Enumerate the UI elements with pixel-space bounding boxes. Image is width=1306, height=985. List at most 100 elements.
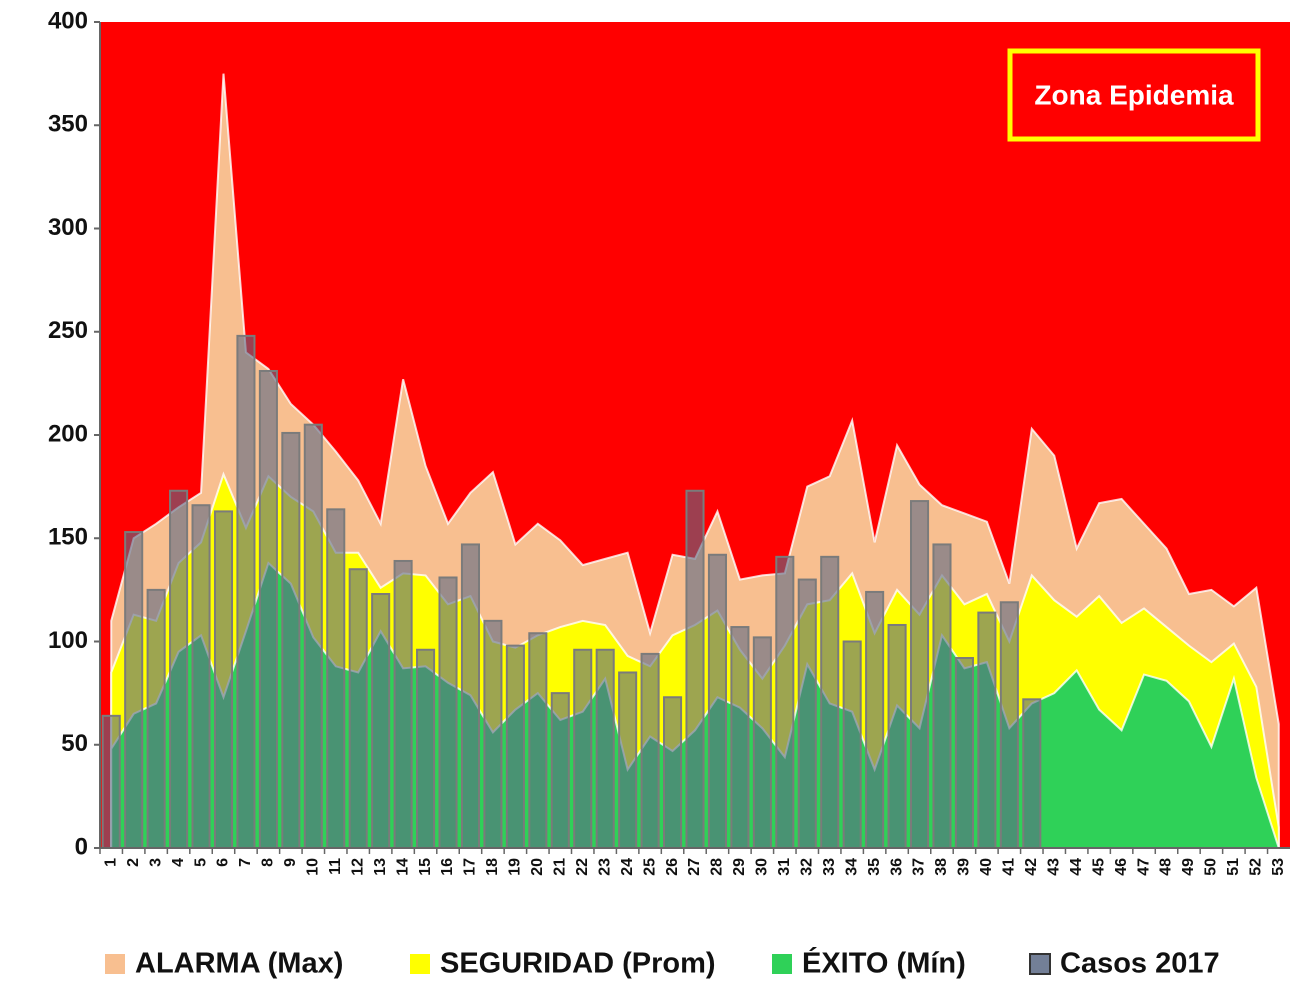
bar	[618, 671, 638, 849]
x-tick-label: 1	[102, 858, 119, 867]
x-tick-label: 19	[507, 858, 524, 876]
x-tick-label: 49	[1180, 858, 1197, 876]
x-tick-label: 8	[260, 858, 277, 867]
x-tick-label: 30	[754, 858, 771, 876]
bar	[820, 555, 840, 850]
x-tick-label: 4	[170, 858, 187, 867]
y-tick-label: 300	[48, 214, 88, 241]
x-tick-label: 51	[1225, 858, 1242, 876]
x-tick-label: 27	[686, 858, 703, 876]
bar	[752, 636, 772, 849]
x-tick-label: 31	[776, 858, 793, 876]
bar	[730, 626, 750, 849]
bar	[483, 619, 503, 849]
legend-label: ALARMA (Max)	[135, 948, 343, 980]
bar	[707, 553, 727, 850]
x-tick-label: 23	[596, 858, 613, 876]
x-tick-label: 15	[417, 858, 434, 876]
bar	[371, 593, 391, 849]
y-tick-label: 200	[48, 420, 88, 447]
x-tick-label: 50	[1203, 858, 1220, 876]
x-tick-label: 40	[978, 858, 995, 876]
y-tick-label: 50	[61, 730, 88, 757]
legend-swatch	[410, 954, 430, 974]
legend: ALARMA (Max) SEGURIDAD (Prom) ÉXITO (Mín) C…	[105, 946, 1220, 980]
legend-swatch	[772, 954, 792, 974]
x-tick-label: 52	[1248, 858, 1265, 876]
x-tick-label: 33	[821, 858, 838, 876]
bar	[640, 652, 660, 850]
annotation: Zona Epidemia	[1034, 79, 1234, 110]
x-tick-label: 10	[305, 858, 322, 876]
x-tick-label: 9	[282, 858, 299, 867]
bar	[797, 578, 817, 849]
x-tick-label: 17	[462, 858, 479, 876]
y-tick-label: 400	[48, 7, 88, 34]
bar	[977, 611, 997, 850]
bar	[101, 714, 121, 850]
x-tick-label: 16	[439, 858, 456, 876]
x-tick-label: 18	[484, 858, 501, 876]
bar	[842, 640, 862, 849]
legend-label: SEGURIDAD (Prom)	[440, 948, 716, 980]
bar	[213, 510, 234, 849]
bar	[146, 588, 166, 849]
x-tick-label: 44	[1068, 858, 1085, 876]
x-tick-label: 13	[372, 858, 389, 876]
legend-swatch	[105, 954, 125, 974]
bar	[954, 657, 974, 850]
bar	[460, 543, 481, 849]
x-tick-label: 47	[1135, 858, 1152, 876]
x-tick-label: 3	[147, 858, 164, 867]
y-tick-label: 350	[48, 111, 88, 138]
bar	[663, 696, 683, 849]
bar	[573, 648, 593, 850]
bar	[775, 555, 795, 850]
x-tick-label: 22	[574, 858, 591, 876]
x-tick-label: 14	[394, 858, 411, 876]
x-tick-label: 12	[349, 858, 366, 876]
legend-label: ÉXITO (Mín)	[802, 946, 966, 980]
x-tick-label: 28	[709, 858, 726, 876]
bar	[1022, 698, 1042, 849]
bar	[124, 531, 144, 849]
bar	[528, 632, 548, 849]
bar	[303, 423, 323, 849]
bar	[348, 568, 368, 849]
x-tick-label: 2	[125, 858, 142, 867]
x-tick-label: 7	[237, 858, 254, 867]
legend-swatch	[1029, 953, 1051, 975]
y-tick-label: 100	[48, 627, 88, 654]
bar	[999, 601, 1019, 850]
bar	[258, 369, 278, 849]
x-tick-label: 25	[641, 858, 658, 876]
x-tick-label: 26	[664, 858, 681, 876]
x-tick-label: 34	[843, 858, 860, 876]
bar	[595, 648, 615, 850]
x-tick-label: 11	[327, 858, 344, 875]
bar	[932, 543, 952, 849]
bar	[505, 644, 525, 849]
y-tick-label: 150	[48, 524, 88, 551]
x-tick-label: 46	[1113, 858, 1130, 876]
bar	[438, 576, 458, 849]
x-tick-label: 42	[1023, 858, 1040, 876]
bar	[550, 692, 570, 849]
x-tick-label: 21	[552, 858, 569, 876]
bar	[887, 623, 907, 849]
x-tick-label: 41	[1001, 858, 1018, 876]
annotation-box	[1007, 48, 1261, 142]
x-tick-label: 29	[731, 858, 748, 876]
x-tick-label: 32	[798, 858, 815, 876]
bar	[685, 489, 705, 849]
x-tick-label: 38	[933, 858, 950, 876]
x-tick-label: 35	[866, 858, 883, 876]
x-tick-label: 36	[888, 858, 905, 876]
bar	[909, 500, 930, 849]
bar	[326, 508, 346, 849]
bar	[281, 431, 301, 849]
x-tick-label: 5	[192, 858, 209, 867]
x-tick-label: 43	[1045, 858, 1062, 876]
bar	[169, 489, 189, 849]
